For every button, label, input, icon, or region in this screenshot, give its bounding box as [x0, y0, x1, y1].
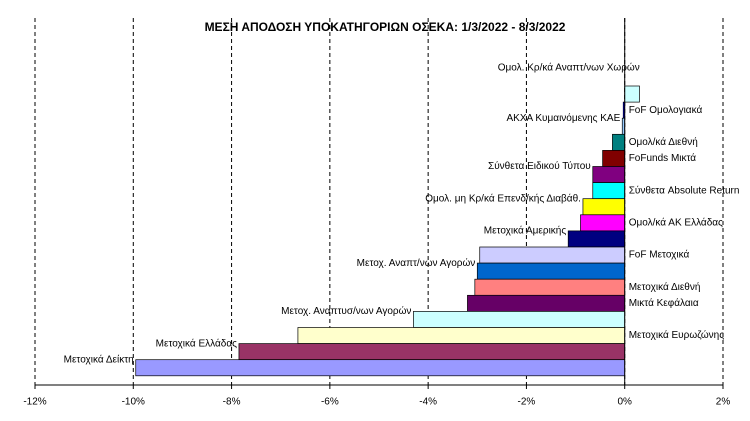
category-label: Μικτά Κεφάλαια: [629, 297, 699, 309]
bar: [582, 198, 626, 216]
x-tick-label: -6%: [321, 397, 339, 408]
bar: [479, 246, 626, 264]
x-tick-label: -10%: [122, 397, 145, 408]
category-label: Μετοχικά Δείκτη: [64, 353, 134, 365]
bar: [602, 150, 626, 167]
category-label: Μετοχ. Αναπτυσ/νων Αγορών: [281, 305, 411, 317]
bar: [612, 133, 626, 151]
category-label: ΑΚΧΑ Κυμαινόμενης ΚΑΕ: [506, 112, 620, 124]
category-label: Μετοχ. Αναπτ/νων Αγορών: [357, 257, 476, 269]
category-label: Μετοχικά Ευρωζώνης: [629, 329, 725, 341]
category-label: FoF Μετοχικά: [629, 249, 690, 261]
bar: [592, 166, 626, 183]
category-label: Σύνθετα Ειδικού Τύπου: [488, 160, 591, 172]
category-label: Ομολ/κά Διεθνή: [629, 136, 698, 148]
x-tick-label: -2%: [518, 397, 536, 408]
bar: [624, 85, 640, 103]
x-tick-label: -8%: [223, 397, 241, 408]
x-tick-label: 0%: [617, 397, 632, 408]
bar: [567, 230, 626, 248]
x-tick-label: -4%: [419, 397, 437, 408]
category-label: Ομολ/κά ΑΚ Ελλάδας: [629, 216, 723, 228]
bar: [467, 294, 626, 312]
category-label: FoF Ομολογιακά: [629, 104, 703, 116]
bar: [580, 214, 626, 232]
bar: [135, 359, 626, 377]
bar: [413, 311, 626, 328]
category-label: Ομολ. Κρ/κά Αναπτ/νων Χωρών: [498, 62, 640, 74]
category-label: Ομολ. μη Κρ/κά Επενδ/κής Διαβάθ.: [425, 192, 581, 204]
bar: [592, 182, 626, 200]
category-label: FoFunds Μικτά: [629, 152, 697, 164]
bar: [297, 327, 626, 344]
chart-title: ΜΕΣΗ ΑΠΟΔΟΣΗ ΥΠΟΚΑΤΗΓΟΡΙΩΝ ΟΣΕΚΑ: 1/3/20…: [205, 20, 566, 34]
bar: [474, 278, 626, 296]
category-label: Μετοχικά Ελλάδας: [156, 337, 237, 349]
category-label: Μετοχικά Αμερικής: [484, 225, 567, 237]
x-tick-label: -12%: [23, 397, 46, 408]
bar: [476, 262, 626, 280]
category-label: Σύνθετα Absolute Return: [629, 184, 740, 196]
bar: [238, 343, 626, 361]
x-tick-label: 2%: [716, 397, 731, 408]
category-label: Μετοχικά Διεθνή: [629, 281, 701, 293]
